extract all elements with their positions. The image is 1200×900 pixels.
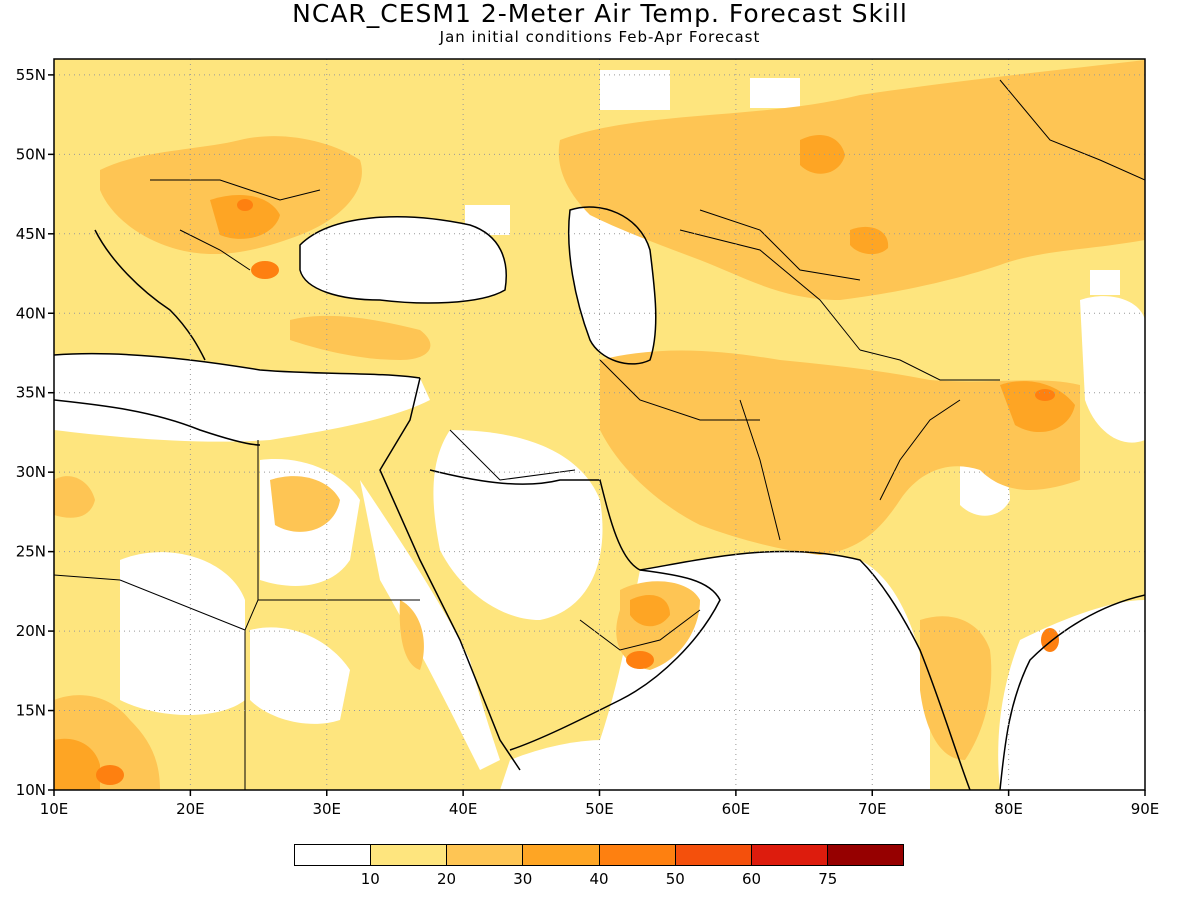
colorbar-swatch — [295, 845, 372, 865]
colorbar — [294, 844, 904, 866]
colorbar-label: 20 — [436, 870, 457, 888]
lon-tick-label: 50E — [585, 800, 614, 818]
colorbar-swatch — [447, 845, 524, 865]
axis-ticks: 10E 20E 30E 40E 50E 60E 70E 80E 90E 10N 15N 20N 25N 3… — [16, 66, 1160, 818]
lat-tick-label: 45N — [16, 225, 46, 243]
colorbar-label: 60 — [741, 870, 762, 888]
lon-tick-label: 80E — [994, 800, 1023, 818]
colorbar-swatch — [675, 845, 752, 865]
colorbar-label: 50 — [665, 870, 685, 888]
lat-tick-label: 35N — [16, 384, 46, 402]
colorbar-swatch — [827, 845, 903, 865]
colorbar-label: 10 — [360, 870, 380, 888]
lat-tick-label: 30N — [16, 463, 46, 481]
colorbar-label: 30 — [513, 870, 533, 888]
lat-tick-label: 10N — [16, 781, 46, 799]
lon-tick-label: 10E — [40, 800, 69, 818]
colorbar-label: 75 — [818, 870, 838, 888]
gridlines — [54, 59, 1145, 790]
lat-tick-label: 25N — [16, 543, 46, 561]
colorbar-swatch — [599, 845, 676, 865]
lat-tick-label: 50N — [16, 145, 46, 163]
mid-skill-regions — [54, 60, 1145, 790]
high-skill-regions — [54, 135, 1075, 790]
colorbar-label: 40 — [589, 870, 609, 888]
lon-tick-label: 30E — [312, 800, 341, 818]
lat-tick-label: 15N — [16, 702, 46, 720]
lat-tick-label: 20N — [16, 622, 46, 640]
colorbar-swatch — [751, 845, 828, 865]
lat-tick-label: 40N — [16, 304, 46, 322]
lat-tick-label: 55N — [16, 66, 46, 84]
lon-tick-label: 70E — [858, 800, 887, 818]
lon-tick-label: 60E — [722, 800, 751, 818]
colorbar-swatch — [371, 845, 448, 865]
lon-tick-label: 40E — [449, 800, 478, 818]
coastlines — [54, 206, 1145, 790]
chart-subtitle: Jan initial conditions Feb-Apr Forecast — [439, 28, 761, 46]
lon-tick-label: 20E — [176, 800, 205, 818]
chart-title: NCAR_CESM1 2-Meter Air Temp. Forecast Sk… — [292, 0, 908, 28]
colorbar-swatch — [523, 845, 600, 865]
lon-tick-label: 90E — [1131, 800, 1160, 818]
country-borders — [54, 79, 1145, 790]
